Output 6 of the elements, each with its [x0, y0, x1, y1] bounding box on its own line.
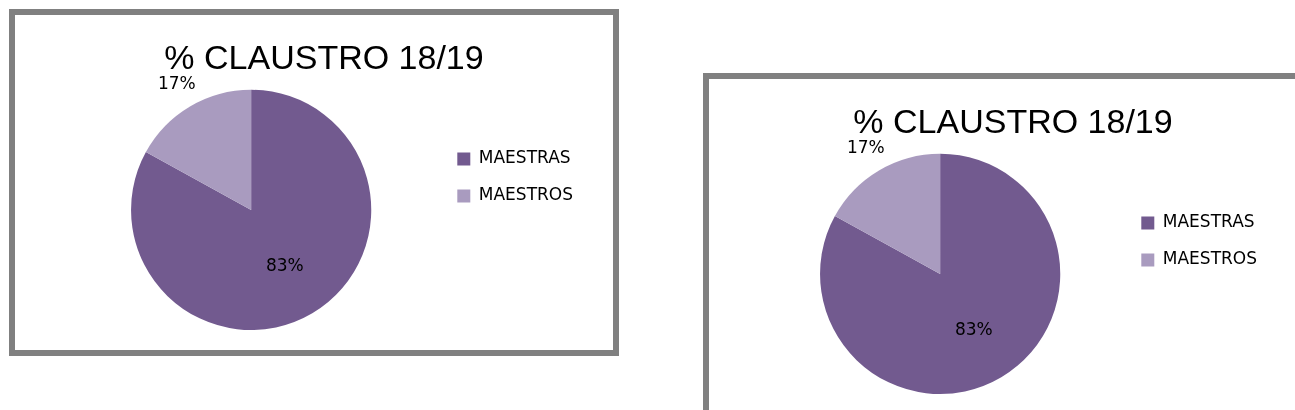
legend-label: MAESTROS — [1162, 248, 1258, 269]
data-label: 83% — [954, 319, 993, 340]
legend-label: MAESTRAS — [1162, 211, 1255, 232]
legend-label: MAESTROS — [478, 184, 574, 205]
legend-label: MAESTRAS — [478, 147, 571, 168]
data-label: 83% — [265, 255, 304, 276]
